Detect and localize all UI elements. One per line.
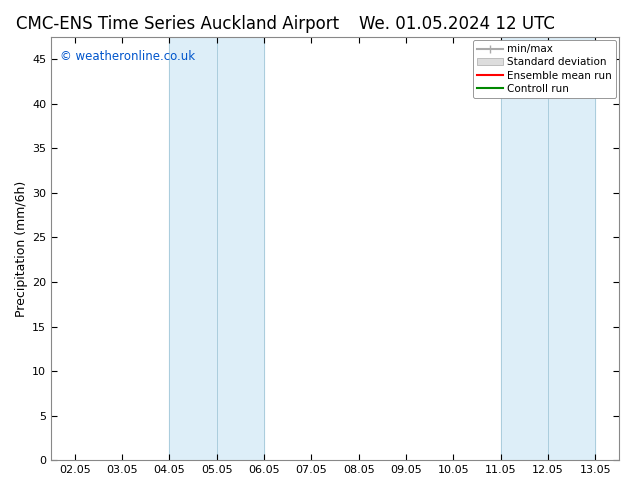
Bar — [548, 37, 595, 460]
Bar — [169, 37, 217, 460]
Legend: min/max, Standard deviation, Ensemble mean run, Controll run: min/max, Standard deviation, Ensemble me… — [472, 40, 616, 98]
Y-axis label: Precipitation (mm/6h): Precipitation (mm/6h) — [15, 180, 28, 317]
Text: CMC-ENS Time Series Auckland Airport: CMC-ENS Time Series Auckland Airport — [16, 15, 339, 33]
Text: We. 01.05.2024 12 UTC: We. 01.05.2024 12 UTC — [359, 15, 554, 33]
Bar — [217, 37, 264, 460]
Text: © weatheronline.co.uk: © weatheronline.co.uk — [60, 50, 195, 63]
Bar — [501, 37, 548, 460]
